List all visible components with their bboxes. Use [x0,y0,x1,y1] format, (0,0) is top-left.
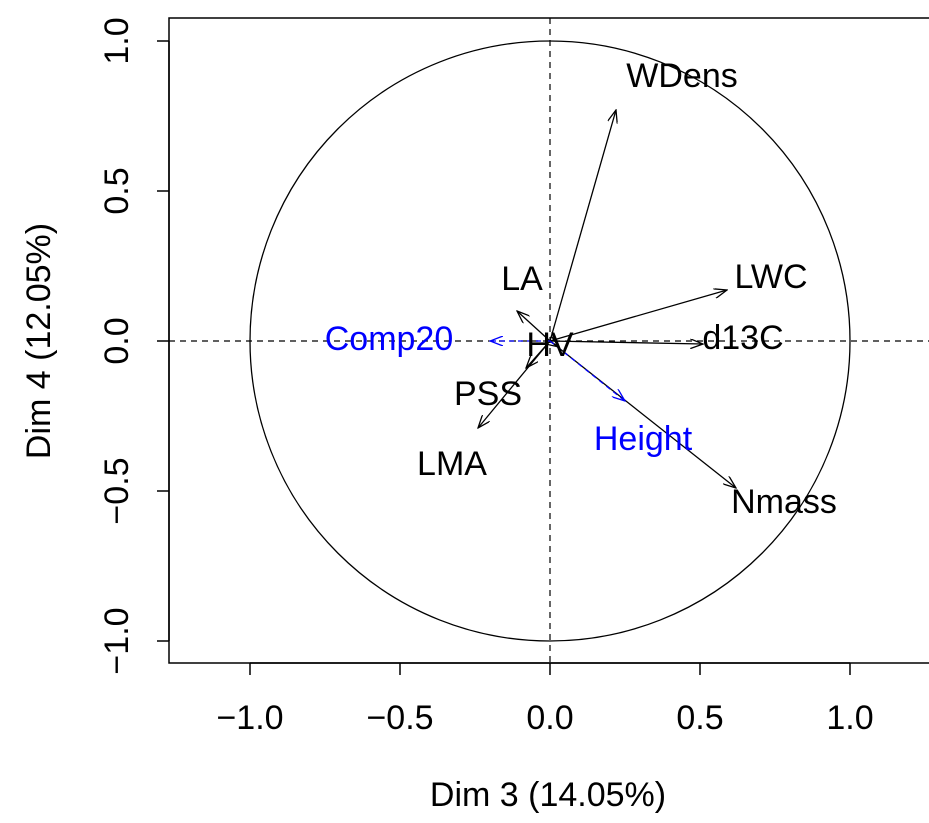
unit-circle [249,40,851,642]
arrow-height [549,340,625,401]
arrow-d13c [549,341,703,344]
y-axis-title: Dim 4 (12.05%) [20,223,58,459]
y-tick-label: 0.5 [98,167,136,214]
label-nmass: Nmass [731,483,837,521]
y-tick-label: −0.5 [98,457,136,524]
arrow-la [517,311,551,342]
x-tick-label: −1.0 [216,699,283,737]
y-tick-label: −1.0 [98,607,136,674]
label-lwc: LWC [734,258,807,296]
label-pss: PSS [454,375,522,413]
y-tick-label: 0.0 [98,317,136,364]
x-tick-label: 0.0 [526,699,573,737]
x-tick-label: −0.5 [366,699,433,737]
arrow-nmass [549,340,736,488]
y-axis: −1.0 −0.5 0.0 0.5 1.0 [98,17,170,675]
x-tick-label: 1.0 [826,699,873,737]
x-axis: −1.0 −0.5 0.0 0.5 1.0 [216,662,874,737]
x-tick-label: 0.5 [676,699,723,737]
label-hv: HV [526,326,574,364]
arrow-lma [478,340,551,428]
y-tick-label: 1.0 [98,17,136,64]
x-axis-title: Dim 3 (14.05%) [430,776,666,814]
label-d13c: d13C [702,319,783,357]
arrow-wdens [549,110,616,342]
label-comp20: Comp20 [325,320,454,358]
arrow-lwc [549,290,727,342]
label-la: LA [501,260,543,298]
label-height: Height [594,420,693,458]
variable-arrows [478,110,736,488]
label-lma: LMA [417,445,487,483]
label-wdens: WDens [626,57,737,95]
